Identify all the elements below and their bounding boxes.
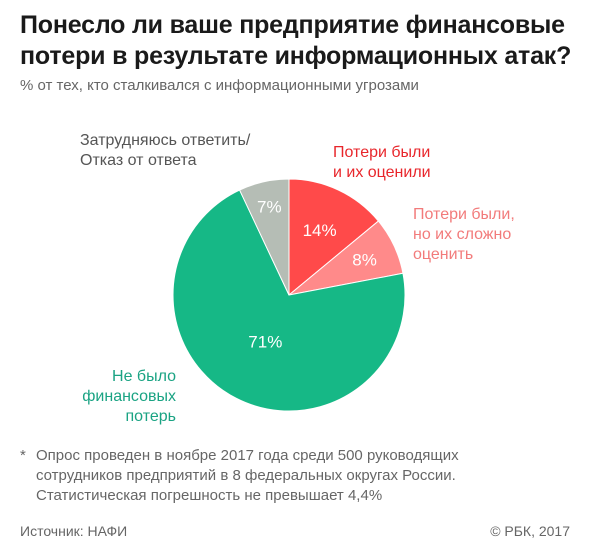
slice-no-losses: [172, 189, 406, 412]
slice-losses-evaluated: [288, 178, 380, 297]
footnote-text: Опрос проведен в ноябре 2017 года среди …: [36, 447, 459, 504]
value-losses-evaluated: 14%: [303, 221, 337, 240]
slice-no-answer: [238, 178, 290, 296]
pie-slices: [172, 178, 406, 412]
footnote: * Опрос проведен в ноябре 2017 года сред…: [20, 446, 459, 506]
label-no-answer: Затрудняюсь ответить/ Отказ от ответа: [80, 132, 251, 169]
chart-title: Понесло ли ваше предприятие финансовые п…: [20, 11, 572, 70]
label-losses-evaluated: Потери были и их оценили: [333, 144, 431, 181]
chart-subtitle: % от тех, кто сталкивался с информационн…: [20, 77, 419, 94]
pie-value-labels: 14% 8% 71% 7%: [248, 198, 377, 352]
value-no-losses: 71%: [248, 333, 282, 352]
footnote-marker: *: [20, 447, 26, 464]
value-no-answer: 7%: [257, 198, 282, 217]
label-losses-hard-to-evaluate: Потери были, но их сложно оценить: [413, 206, 515, 263]
label-no-losses: Не было финансовых потерь: [82, 368, 176, 425]
copyright-label: © РБК, 2017: [490, 523, 570, 539]
value-losses-hard-to-evaluate: 8%: [352, 250, 377, 269]
source-label: Источник: НАФИ: [20, 523, 128, 539]
